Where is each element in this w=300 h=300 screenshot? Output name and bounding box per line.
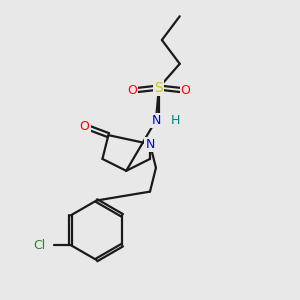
Text: S: S — [154, 81, 163, 94]
Text: O: O — [80, 120, 89, 133]
Text: O: O — [181, 84, 190, 97]
Text: O: O — [127, 84, 137, 97]
Text: N: N — [151, 114, 160, 127]
Text: H: H — [171, 114, 180, 127]
Text: N: N — [145, 138, 155, 151]
Text: Cl: Cl — [33, 238, 46, 252]
